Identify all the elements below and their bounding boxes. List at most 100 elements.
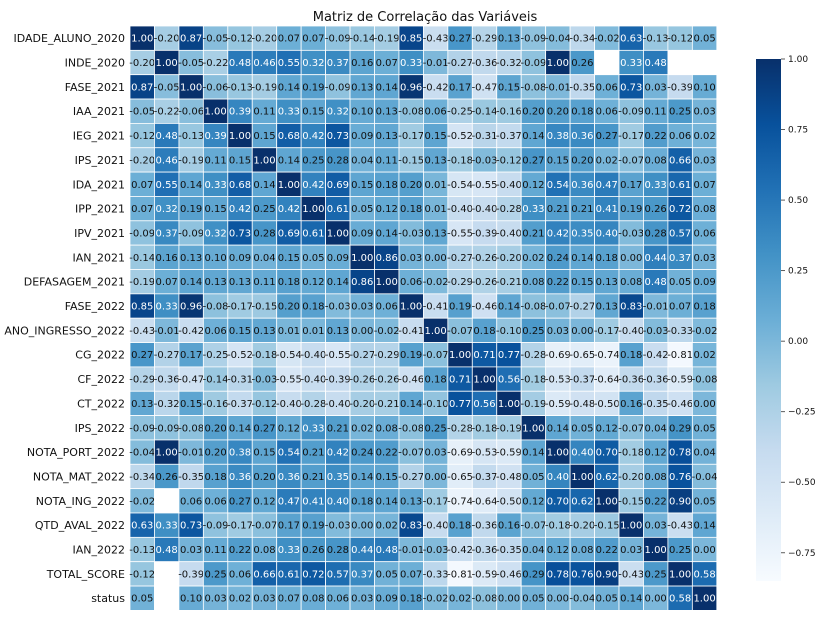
- cell-value-label: 0.11: [376, 155, 398, 166]
- cell-value-label: 0.33: [156, 302, 178, 313]
- cell-value-label: 0.48: [645, 277, 667, 288]
- heatmap-cell: [325, 269, 351, 295]
- cell-value-label: 0.90: [669, 496, 691, 507]
- cell-value-label: 0.77: [449, 399, 471, 410]
- heatmap-cell: [422, 390, 449, 417]
- cell-value-label: 1.00: [596, 496, 618, 507]
- cell-value-label: -0.01: [423, 58, 449, 69]
- cell-value-label: -0.33: [423, 569, 449, 580]
- cell-value-label: 0.33: [400, 58, 422, 69]
- cell-value-label: 0.02: [693, 131, 715, 142]
- cell-value-label: 0.33: [156, 521, 178, 532]
- heatmap-cell: [594, 123, 620, 149]
- cell-value-label: 0.58: [669, 594, 691, 605]
- heatmap-cell: [691, 463, 718, 490]
- cell-value-label: -0.34: [569, 34, 595, 45]
- heatmap-cell: [447, 196, 473, 222]
- cell-value-label: 0.13: [131, 399, 153, 410]
- cell-value-label: 0.20: [204, 448, 226, 459]
- cell-value-label: -0.28: [520, 350, 546, 361]
- cell-value-label: -0.14: [203, 375, 229, 386]
- heatmap-cell: [398, 171, 424, 197]
- heatmap-cell: [618, 244, 644, 270]
- heatmap-cell: [496, 561, 522, 587]
- y-tick-label: DEFASAGEM_2021: [24, 276, 125, 289]
- cell-value-label: -0.74: [594, 350, 620, 361]
- cell-value-label: 0.05: [131, 594, 153, 605]
- heatmap-cell: [227, 171, 253, 197]
- heatmap-cell: [129, 366, 155, 392]
- cell-value-label: 0.04: [253, 253, 275, 264]
- heatmap-cell: [374, 585, 400, 611]
- cell-value-label: 0.08: [302, 594, 324, 605]
- heatmap-cell: [251, 147, 278, 173]
- heatmap-cell: [691, 488, 718, 514]
- cell-value-label: 0.25: [669, 545, 691, 556]
- cell-value-label: 0.00: [620, 253, 642, 264]
- heatmap-cell: [276, 342, 302, 368]
- heatmap-cell: [691, 390, 718, 417]
- heatmap-cell: [496, 536, 522, 563]
- cell-value-label: 0.13: [596, 277, 618, 288]
- cell-value-label: -0.53: [545, 375, 571, 386]
- cell-value-label: -0.28: [300, 399, 326, 410]
- cell-value-label: -0.35: [643, 399, 669, 410]
- cell-value-label: 0.03: [400, 253, 422, 264]
- cell-value-label: 0.03: [180, 545, 202, 556]
- cell-value-label: 0.00: [645, 594, 667, 605]
- colorbar-tick-label: −0.50: [788, 478, 816, 488]
- cell-value-label: 0.08: [620, 277, 642, 288]
- cell-value-label: 0.61: [278, 569, 300, 580]
- cell-value-label: 0.68: [229, 180, 251, 191]
- cell-value-label: 1.00: [693, 594, 715, 605]
- heatmap-cell: [227, 488, 253, 514]
- cell-value-label: 0.03: [645, 82, 667, 93]
- heatmap-cell: [643, 463, 669, 490]
- heatmap-cell: [398, 439, 424, 465]
- y-tick-label: IAN_2022: [73, 544, 126, 557]
- cell-value-label: -0.08: [520, 302, 546, 313]
- cell-value-label: 0.96: [180, 302, 202, 313]
- cell-value-label: 0.06: [400, 277, 422, 288]
- cell-value-label: 0.12: [278, 423, 300, 434]
- cell-value-label: 0.05: [522, 472, 544, 483]
- cell-value-label: 0.15: [351, 180, 373, 191]
- heatmap-cell: [545, 585, 571, 611]
- cell-value-label: -0.20: [569, 521, 595, 532]
- cell-value-label: 0.57: [327, 569, 349, 580]
- heatmap-cell: [545, 561, 571, 587]
- cell-value-label: 0.29: [522, 569, 544, 580]
- cell-value-label: 0.85: [131, 302, 153, 313]
- cell-value-label: 0.17: [180, 350, 202, 361]
- cell-value-label: 0.04: [351, 155, 373, 166]
- cell-value-label: -0.03: [325, 521, 351, 532]
- cell-value-label: -0.20: [496, 253, 522, 264]
- cell-value-label: 0.69: [278, 228, 300, 239]
- heatmap-cell: [325, 536, 351, 563]
- heatmap-cell: [129, 25, 155, 51]
- cell-value-label: 0.41: [596, 204, 618, 215]
- heatmap-cell: [569, 244, 595, 270]
- heatmap-cell: [251, 390, 278, 417]
- heatmap-cell: [447, 366, 473, 392]
- cell-value-label: 0.15: [498, 82, 520, 93]
- cell-value-label: 0.07: [278, 594, 300, 605]
- cell-value-label: -0.27: [349, 350, 375, 361]
- cell-value-label: -0.59: [472, 569, 498, 580]
- heatmap-cell: [667, 220, 693, 246]
- heatmap-cell: [643, 415, 669, 441]
- cell-value-label: -0.07: [447, 326, 473, 337]
- heatmap-cell: [129, 269, 155, 295]
- cell-value-label: 0.68: [278, 131, 300, 142]
- cell-value-label: -0.09: [520, 34, 546, 45]
- cell-value-label: 0.07: [278, 34, 300, 45]
- cell-value-label: 0.11: [204, 545, 226, 556]
- cell-value-label: -0.20: [252, 34, 278, 45]
- cell-value-label: 0.02: [376, 521, 398, 532]
- cell-value-label: 0.78: [669, 448, 691, 459]
- heatmap-cell: [227, 244, 253, 270]
- cell-value-label: 0.24: [547, 253, 569, 264]
- cell-value-label: 0.20: [547, 107, 569, 118]
- cell-value-label: 0.01: [302, 326, 324, 337]
- cell-value-label: -0.08: [203, 302, 229, 313]
